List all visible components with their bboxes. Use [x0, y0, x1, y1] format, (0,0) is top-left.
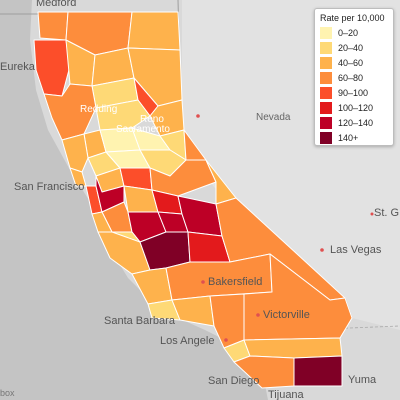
- legend-label: 90–100: [338, 87, 369, 98]
- legend-label: 60–80: [338, 72, 364, 83]
- city-dot-reno: [196, 114, 200, 118]
- city-dot-bakersfield: [201, 280, 205, 284]
- legend-label: 20–40: [338, 42, 364, 53]
- legend-label: 120–140: [338, 117, 374, 128]
- city-dot-los-angeles: [224, 338, 228, 342]
- legend-item: 0–20: [320, 25, 388, 40]
- legend-label: 140+: [338, 132, 359, 143]
- place-label-los-angeles: Los Angele: [160, 335, 214, 347]
- map-legend: Rate per 10,000 0–20 20–40 40–60 60–80 90–10…: [314, 8, 394, 146]
- place-label-eureka: Eureka: [0, 61, 36, 73]
- legend-swatch: [320, 86, 332, 99]
- legend-item: 120–140: [320, 115, 388, 130]
- legend-swatch: [320, 71, 332, 84]
- place-label-las-vegas: Las Vegas: [330, 244, 382, 256]
- legend-item: 40–60: [320, 55, 388, 70]
- city-markers: [196, 114, 374, 342]
- county-riverside[interactable]: [243, 337, 343, 359]
- county-imperial[interactable]: [293, 355, 343, 387]
- legend-label: 100–120: [338, 102, 374, 113]
- place-label-st-george: St. G: [374, 207, 399, 219]
- legend-swatch: [320, 116, 332, 129]
- legend-label: 40–60: [338, 57, 364, 68]
- map-attribution[interactable]: box: [0, 388, 15, 398]
- legend-swatch: [320, 26, 332, 39]
- place-label-medford: Medford: [36, 0, 76, 9]
- legend-item: 140+: [320, 130, 388, 145]
- pacific-ocean: [0, 0, 268, 400]
- county-san-benito[interactable]: [111, 231, 141, 243]
- place-label-tijuana: Tijuana: [268, 389, 305, 400]
- place-label-santa-barbara: Santa Barbara: [104, 315, 176, 327]
- county-layer[interactable]: [33, 11, 353, 389]
- place-label-bakersfield: Bakersfield: [208, 276, 262, 288]
- place-label-redding: Redding: [80, 104, 117, 115]
- legend-swatch: [320, 41, 332, 54]
- place-label-victorville: Victorville: [263, 309, 310, 321]
- legend-rows: 0–20 20–40 40–60 60–80 90–100 100–120 120–140 1…: [320, 25, 388, 145]
- legend-item: 20–40: [320, 40, 388, 55]
- place-label-san-francisco: San Francisco: [14, 181, 84, 193]
- county-sonoma[interactable]: [61, 133, 89, 173]
- county-sierra[interactable]: [149, 99, 185, 137]
- place-label-san-diego: San Diego: [208, 375, 259, 387]
- legend-title: Rate per 10,000: [320, 13, 385, 23]
- county-del-norte[interactable]: [37, 11, 69, 41]
- place-label-reno: Reno: [140, 114, 164, 125]
- place-label-yuma: Yuma: [348, 374, 377, 386]
- legend-item: 100–120: [320, 100, 388, 115]
- city-dot-victorville: [256, 313, 260, 317]
- county-modoc[interactable]: [127, 11, 181, 51]
- city-dot-las-vegas: [320, 248, 324, 252]
- legend-item: 60–80: [320, 70, 388, 85]
- place-label-nevada: Nevada: [256, 112, 291, 123]
- legend-item: 90–100: [320, 85, 388, 100]
- place-label-sacramento: Sacramento: [116, 124, 170, 135]
- legend-swatch: [320, 101, 332, 114]
- city-dot-st-george: [370, 212, 374, 216]
- legend-swatch: [320, 56, 332, 69]
- county-glenn[interactable]: [95, 99, 151, 131]
- legend-swatch: [320, 131, 332, 144]
- legend-label: 0–20: [338, 27, 359, 38]
